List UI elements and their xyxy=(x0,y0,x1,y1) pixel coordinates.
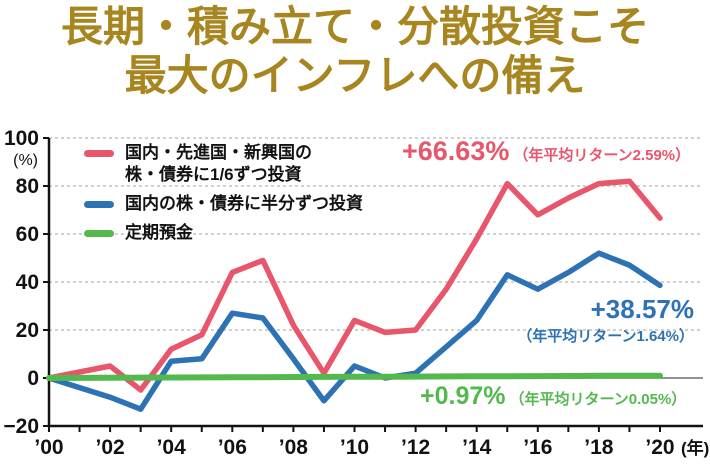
x-tick-label: ’16 xyxy=(523,436,552,459)
x-tick-label: ’04 xyxy=(157,436,187,459)
annotation-blue-return: +38.57% （年平均リターン1.64%） xyxy=(513,294,694,346)
x-tick-label: ’00 xyxy=(34,436,63,459)
red-final-return: +66.63% xyxy=(402,136,510,166)
chart-legend: 国内・先進国・新興国の 株・債券に1/6ずつ投資 国内の株・債券に半分ずつ投資 定… xyxy=(84,142,363,251)
annotation-red-return: +66.63% （年平均リターン2.59%） xyxy=(402,136,690,167)
series-line-blue xyxy=(46,250,663,412)
x-tick-label: ’14 xyxy=(462,436,492,459)
annotation-green-return: +0.97% （年平均リターン0.05%） xyxy=(420,382,686,411)
series-line-green xyxy=(46,372,663,381)
legend-swatch-green xyxy=(84,230,114,237)
green-final-return: +0.97% xyxy=(420,382,506,410)
legend-swatch-red xyxy=(84,150,114,157)
x-tick-label: ’08 xyxy=(279,436,309,459)
x-tick-label: ’18 xyxy=(584,436,614,459)
page-title: 長期・積み立て・分散投資こそ 最大のインフレへの備え xyxy=(0,0,710,100)
x-tick-label: ’06 xyxy=(218,436,247,459)
return-comparison-chart: 100 80 60 40 20 0 −20 (%) ’00 ’02 ’04 ’06 ’08 ’10 ’12 ’… xyxy=(0,118,710,465)
legend-label-diversified: 国内・先進国・新興国の 株・債券に1/6ずつ投資 xyxy=(125,143,312,184)
x-tick-label: ’02 xyxy=(95,436,124,459)
x-tick-label: ’10 xyxy=(340,436,369,459)
line-chart-canvas: 100 80 60 40 20 0 −20 (%) ’00 ’02 ’04 ’06 ’08 ’10 ’12 ’… xyxy=(3,127,709,459)
y-tick-label: 20 xyxy=(16,319,39,342)
x-axis-unit: (年) xyxy=(681,438,709,458)
legend-swatch-blue xyxy=(84,201,114,208)
y-tick-label: 40 xyxy=(16,271,39,294)
green-annual-return-note: （年平均リターン0.05%） xyxy=(509,391,687,408)
legend-label-domestic-half: 国内の株・債券に半分ずつ投資 xyxy=(125,194,363,213)
blue-annual-return-note: （年平均リターン1.64%） xyxy=(517,328,694,345)
legend-item-diversified: 国内・先進国・新興国の 株・債券に1/6ずつ投資 xyxy=(84,142,363,186)
page-title-line1: 長期・積み立て・分散投資こそ xyxy=(60,3,649,50)
x-tick-label: ’20 xyxy=(645,436,674,459)
y-tick-label: 100 xyxy=(4,127,39,150)
y-tick-label: 80 xyxy=(16,175,39,198)
y-tick-label: 60 xyxy=(16,223,39,246)
legend-item-time-deposit: 定期預金 xyxy=(84,222,363,244)
x-tick-label: ’12 xyxy=(401,436,430,459)
legend-item-domestic-half: 国内の株・債券に半分ずつ投資 xyxy=(84,193,363,215)
y-axis-unit: (%) xyxy=(13,152,38,169)
y-tick-label: −20 xyxy=(3,415,39,438)
y-tick-label: 0 xyxy=(27,367,39,390)
legend-label-time-deposit: 定期預金 xyxy=(125,223,193,242)
page-title-line2: 最大のインフレへの備え xyxy=(124,52,586,100)
blue-final-return: +38.57% xyxy=(590,294,694,324)
red-annual-return-note: （年平均リターン2.59%） xyxy=(513,147,691,164)
